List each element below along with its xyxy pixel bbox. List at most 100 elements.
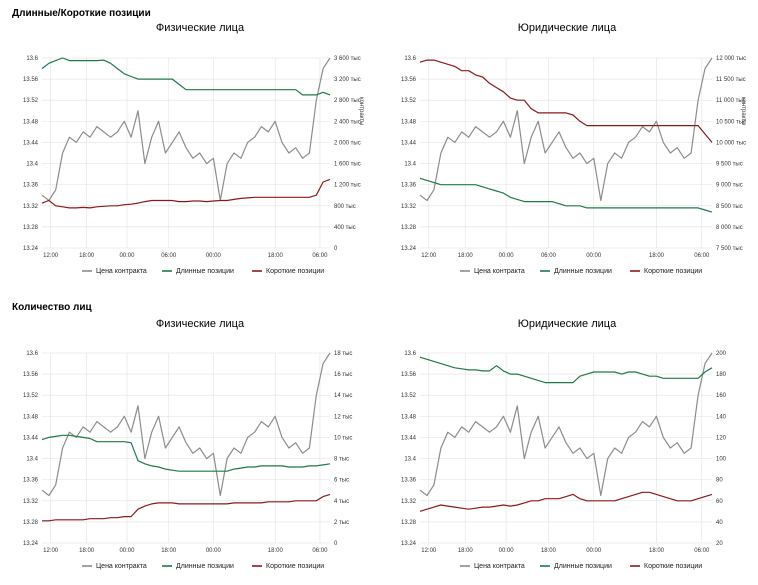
x-tick: 12:00 xyxy=(43,548,59,554)
x-tick: 12:00 xyxy=(421,548,437,554)
x-tick: 00:00 xyxy=(119,253,135,259)
x-tick: 06:00 xyxy=(694,253,710,259)
y-right-tick: 10 500 тыс xyxy=(716,119,746,125)
x-tick: 18:00 xyxy=(458,253,474,259)
y-left-tick: 13.36 xyxy=(401,478,417,484)
series-line-short xyxy=(42,493,331,522)
chart-title: Юридические лица xyxy=(517,318,617,330)
y-right-tick: 9 500 тыс xyxy=(716,162,743,168)
y-left-tick: 13.28 xyxy=(23,520,39,526)
y-right-tick: 8 тыс xyxy=(334,457,349,463)
y-left-tick: 13.32 xyxy=(23,204,39,210)
x-tick: 00:00 xyxy=(499,253,515,259)
y-right-tick: 3 200 тыс xyxy=(334,77,361,83)
x-tick: 18:00 xyxy=(649,253,665,259)
y-left-tick: 13.32 xyxy=(23,499,39,505)
x-tick: 00:00 xyxy=(499,548,515,554)
y-right-tick: 120 xyxy=(716,435,727,441)
x-tick: 00:00 xyxy=(206,253,222,259)
y-left-tick: 13.4 xyxy=(26,457,38,463)
legend-label-short: Короткие позиции xyxy=(644,268,702,275)
y-right-tick: 140 xyxy=(716,414,727,420)
y-right-tick: 12 000 тыс xyxy=(716,56,746,62)
y-right-tick: 160 xyxy=(716,393,727,399)
y-right-tick: 10 000 тыс xyxy=(716,140,746,146)
y-right-tick: 8 000 тыс xyxy=(716,225,743,231)
y-left-tick: 13.36 xyxy=(23,183,39,189)
y-left-tick: 13.56 xyxy=(23,372,39,378)
x-tick: 06:00 xyxy=(541,253,557,259)
y-right-tick: 2 000 тыс xyxy=(334,140,361,146)
y-left-tick: 13.6 xyxy=(26,56,38,62)
x-tick: 00:00 xyxy=(206,548,222,554)
x-tick: 00:00 xyxy=(586,548,602,554)
y-right-tick: 100 xyxy=(716,457,727,463)
y-right-tick: 20 xyxy=(716,541,723,547)
y-left-tick: 13.4 xyxy=(404,162,416,168)
legend-label-short: Короткие позиции xyxy=(266,268,324,275)
x-tick: 18:00 xyxy=(268,253,284,259)
y-right-label: контракты xyxy=(358,97,364,126)
y-right-tick: 10 тыс xyxy=(334,435,352,441)
x-tick: 18:00 xyxy=(649,548,665,554)
x-tick: 18:00 xyxy=(79,253,95,259)
y-right-tick: 2 тыс xyxy=(334,520,349,526)
y-right-tick: 11 000 тыс xyxy=(716,98,746,104)
x-tick: 18:00 xyxy=(268,548,284,554)
y-left-tick: 13.48 xyxy=(401,414,417,420)
section-title-positions: Длинные/Короткие позиции xyxy=(12,8,151,19)
y-right-tick: 0 xyxy=(334,541,338,547)
x-tick: 18:00 xyxy=(161,548,177,554)
y-left-tick: 13.52 xyxy=(23,98,39,104)
y-left-tick: 13.48 xyxy=(23,119,39,125)
y-left-tick: 13.52 xyxy=(401,98,417,104)
chart-physical-positions: 13.6 13.56 13.52 13.48 13.44 13.4 13.36 13.32 13… xyxy=(23,56,364,275)
legend-label-price: Цена контракта xyxy=(96,268,147,275)
section-title-count: Количество лиц xyxy=(12,302,92,313)
y-right-tick: 80 xyxy=(716,478,723,484)
chart-title: Физические лица xyxy=(155,318,245,330)
x-tick: 06:00 xyxy=(312,253,328,259)
y-right-tick: 200 xyxy=(716,351,727,357)
y-right-tick: 2 400 тыс xyxy=(334,119,361,125)
y-right-tick: 7 500 тыс xyxy=(716,246,743,252)
y-right-tick: 14 тыс xyxy=(334,393,352,399)
series-line-price xyxy=(41,57,331,202)
series-line-short xyxy=(41,178,331,209)
y-right-tick: 180 xyxy=(716,372,727,378)
y-right-tick: 11 500 тыс xyxy=(716,77,746,83)
y-right-label: контракты xyxy=(740,97,746,126)
y-left-tick: 13.24 xyxy=(401,541,417,547)
x-tick: 18:00 xyxy=(458,548,474,554)
x-tick: 00:00 xyxy=(586,253,602,259)
legend-label-long: Длинные позиции xyxy=(554,268,612,275)
legend-label-short: Короткие позиции xyxy=(644,563,702,570)
legend-label-price: Цена контракта xyxy=(474,563,525,570)
series-line-price xyxy=(419,352,713,497)
y-right-tick: 1 600 тыс xyxy=(334,162,361,168)
legend-label-price: Цена контракта xyxy=(96,563,147,570)
y-right-tick: 12 тыс xyxy=(334,414,352,420)
y-left-tick: 13.48 xyxy=(23,414,39,420)
y-left-tick: 13.28 xyxy=(401,520,417,526)
y-left-tick: 13.4 xyxy=(26,162,38,168)
y-right-tick: 2 800 тыс xyxy=(334,98,361,104)
y-left-tick: 13.56 xyxy=(23,77,39,83)
y-left-tick: 13.56 xyxy=(401,372,417,378)
y-left-tick: 13.44 xyxy=(401,435,417,441)
x-tick: 18:00 xyxy=(79,548,95,554)
y-right-tick: 16 тыс xyxy=(334,372,352,378)
y-right-tick: 4 тыс xyxy=(334,499,349,505)
y-left-tick: 13.24 xyxy=(401,246,417,252)
y-left-tick: 13.36 xyxy=(23,478,39,484)
series-line-short xyxy=(419,491,713,512)
chart-legal-positions: 13.6 13.56 13.52 13.48 13.44 13.4 13.36 13.32 13… xyxy=(401,56,746,275)
legend-label-short: Короткие позиции xyxy=(266,563,324,570)
y-left-tick: 13.44 xyxy=(23,435,39,441)
x-tick: 06:00 xyxy=(694,548,710,554)
y-left-tick: 13.36 xyxy=(401,183,417,189)
y-left-tick: 13.24 xyxy=(23,246,39,252)
series-line-long xyxy=(41,57,331,96)
legend-label-price: Цена контракта xyxy=(474,268,525,275)
series-line-price xyxy=(419,57,713,202)
